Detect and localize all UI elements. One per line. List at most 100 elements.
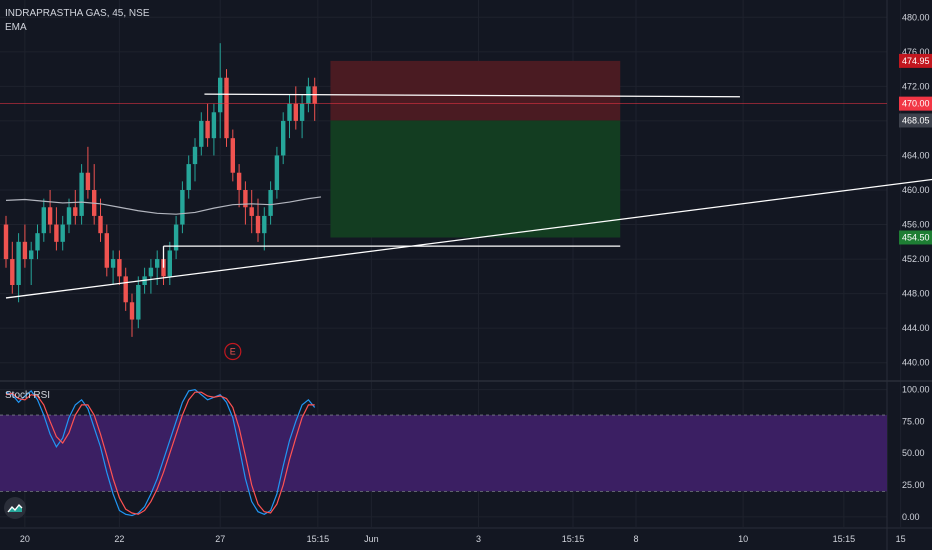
time-tick-label: 15:15 [307, 534, 330, 544]
price-tick-label: 448.00 [902, 289, 930, 299]
time-tick-label: 15:15 [562, 534, 585, 544]
position-zones [330, 60, 621, 238]
candle-body [148, 267, 154, 277]
candle-body [73, 207, 78, 216]
candle-body [236, 172, 242, 190]
stoch-d-line [5, 391, 315, 515]
candle-body [211, 112, 217, 139]
indicator-label[interactable]: EMA [5, 22, 27, 33]
candle-body [29, 250, 34, 260]
candle-body [243, 190, 248, 208]
earnings-marker [224, 342, 242, 361]
price-badge-label: 470.00 [902, 99, 930, 109]
tradingview-logo[interactable] [4, 497, 26, 519]
candle-body [180, 190, 185, 225]
candlestick-series [3, 43, 317, 337]
candle-body [293, 103, 298, 121]
price-badge-label: 454.50 [902, 233, 930, 243]
time-tick-label: 8 [633, 534, 638, 544]
candle-body [16, 241, 21, 285]
candle-body [3, 224, 9, 260]
price-tick-label: 460.00 [902, 185, 930, 195]
candle-body [199, 120, 204, 147]
ema-line [5, 196, 322, 215]
candle-body [299, 103, 305, 121]
profit-target-zone [330, 120, 621, 238]
stoch-rsi-title[interactable]: Stoch RSI [5, 390, 51, 401]
candle-body [192, 146, 198, 165]
candle-body [79, 172, 84, 216]
candle-body [218, 77, 223, 113]
candle-body [287, 103, 292, 121]
candle-body [249, 207, 254, 216]
rsi-tick-label: 100.00 [902, 385, 930, 395]
trendline [204, 93, 740, 98]
candle-body [54, 224, 59, 242]
price-tick-label: 480.00 [902, 12, 930, 22]
candle-body [262, 215, 267, 234]
price-badge-label: 468.05 [902, 115, 930, 125]
time-tick-label: 3 [476, 534, 481, 544]
candle-body [161, 259, 166, 277]
time-tick-label: 27 [215, 534, 225, 544]
candle-body [104, 233, 109, 268]
candle-body [123, 276, 128, 303]
candle-body [155, 259, 160, 268]
candle-body [85, 172, 91, 190]
price-tick-label: 440.00 [902, 358, 930, 368]
candle-body [136, 285, 141, 320]
candle-body [47, 207, 53, 225]
candle-body [22, 241, 28, 260]
time-tick-label: Jun [364, 534, 379, 544]
axes: 480.00476.00472.00468.00464.00460.00456.… [20, 12, 932, 544]
stoch-rsi-pane [0, 388, 887, 517]
candle-body [167, 250, 172, 277]
price-badge-label: 474.95 [902, 56, 930, 66]
candle-body [173, 224, 179, 251]
candle-body [186, 164, 191, 190]
candle-body [60, 224, 65, 242]
trendline [5, 178, 932, 299]
symbol-title: INDRAPRASTHA GAS, 45, NSE [5, 8, 150, 19]
rsi-tick-label: 75.00 [902, 416, 925, 426]
rsi-tick-label: 50.00 [902, 448, 925, 458]
time-tick-label: 20 [20, 534, 30, 544]
earnings-marker-label: E [230, 347, 236, 357]
time-tick-label: 15:15 [833, 534, 856, 544]
candle-body [66, 207, 72, 225]
price-badge [899, 113, 932, 128]
price-tick-label: 464.00 [902, 150, 930, 160]
candle-body [41, 207, 46, 234]
candle-body [35, 233, 40, 251]
candle-body [268, 190, 273, 216]
logo-icon [7, 503, 23, 513]
rsi-tick-label: 25.00 [902, 480, 925, 490]
price-tick-label: 444.00 [902, 323, 930, 333]
candle-body [281, 120, 286, 156]
time-tick-label: 15 [896, 534, 906, 544]
time-tick-label: 10 [738, 534, 748, 544]
candle-body [110, 259, 116, 268]
rsi-tick-label: 0.00 [902, 512, 920, 522]
rsi-band [0, 415, 887, 492]
candle-body [255, 215, 261, 234]
overlays: E [0, 93, 932, 361]
stop-loss-zone [330, 60, 621, 121]
candle-body [98, 215, 103, 234]
candle-body [230, 138, 235, 173]
stoch-k-line [5, 388, 316, 517]
candle-body [205, 120, 210, 139]
price-badge [899, 230, 932, 245]
price-tick-label: 452.00 [902, 254, 930, 264]
time-tick-label: 22 [114, 534, 124, 544]
price-tick-label: 472.00 [902, 81, 930, 91]
price-tick-label: 456.00 [902, 220, 930, 230]
candle-body [10, 259, 15, 285]
price-badge [899, 96, 932, 111]
candle-body [117, 259, 122, 277]
candle-body [224, 77, 229, 139]
price-tick-label: 476.00 [902, 47, 930, 57]
candle-body [274, 155, 280, 190]
price-badge [899, 53, 932, 68]
